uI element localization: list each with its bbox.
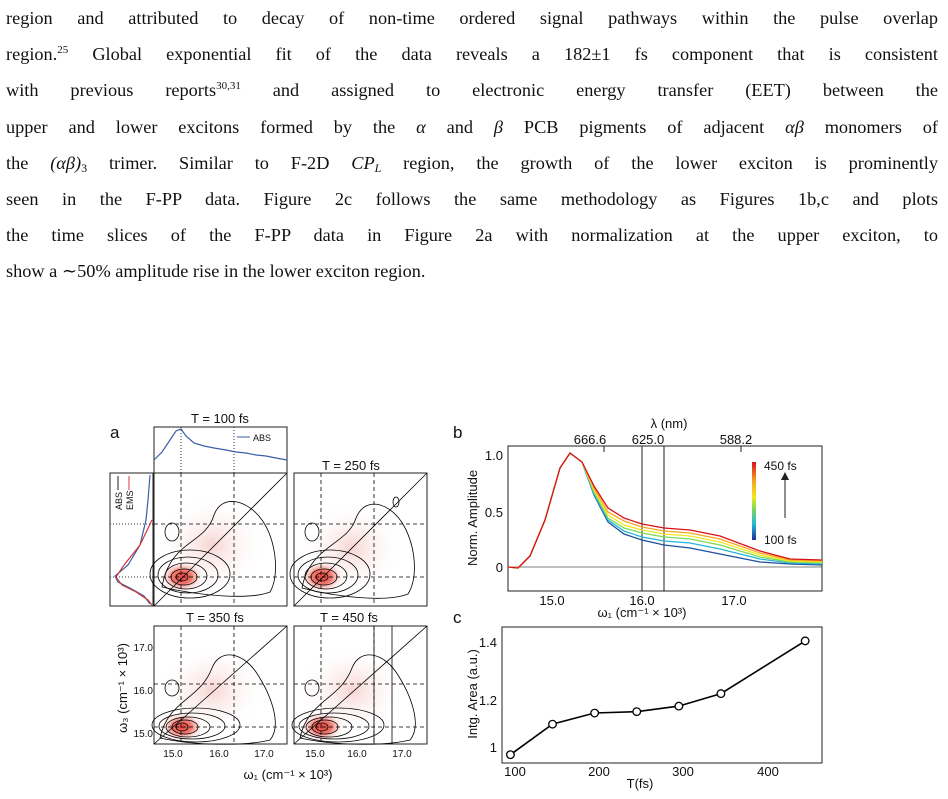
svg-text:EMS: EMS — [125, 490, 135, 510]
abs-spectrum-top: ABS — [153, 426, 288, 474]
b-top-tick: 625.0 — [632, 432, 665, 447]
svg-text:ABS: ABS — [253, 433, 271, 443]
c-xtick: 300 — [672, 764, 694, 779]
c-xtick: 100 — [504, 764, 526, 779]
c-ytick: 1 — [490, 740, 497, 755]
c-ylabel: Intg. Area (a.u.) — [465, 649, 480, 739]
b-top-axis-label: λ (nm) — [651, 416, 688, 431]
b-ytick: 1.0 — [485, 448, 503, 463]
text-line: the time slices of the F-PP data in Figu… — [6, 225, 938, 246]
a-xlabel: ω₁ (cm⁻¹ × 10³) — [244, 767, 333, 782]
panel-c-plot — [501, 626, 823, 764]
b-top-tick: 666.6 — [574, 432, 607, 447]
svg-text:ABS: ABS — [114, 492, 124, 510]
b-xtick: 15.0 — [539, 593, 564, 608]
data-point — [590, 708, 600, 718]
a-ylabel: ω₃ (cm⁻¹ × 10³) — [115, 643, 130, 733]
citation[interactable]: 25 — [57, 44, 69, 57]
a-xtick: 16.0 — [209, 749, 229, 760]
a-xtick: 15.0 — [305, 749, 325, 760]
data-point — [548, 719, 557, 729]
c-ytick: 1.4 — [479, 635, 497, 650]
spectrum-2d-t450 — [291, 625, 428, 745]
data-point — [505, 750, 515, 760]
panel-letter-c: c — [453, 608, 462, 627]
body-paragraph: region and attributed to decay of non-ti… — [6, 0, 938, 290]
colorbar-top-label: 450 fs — [764, 459, 797, 473]
spectrum-2d-t350 — [151, 625, 288, 745]
text-line: seen in the F-PP data. Figure 2c follows… — [6, 188, 938, 209]
text-line: the (αβ)3 trimer. Similar to F-2D CPL re… — [6, 152, 938, 175]
title-t350: T = 350 fs — [186, 610, 244, 625]
title-t250: T = 250 fs — [322, 458, 380, 473]
text-line: with previous reports30,31 and assigned … — [6, 80, 938, 101]
b-ytick: 0 — [496, 560, 503, 575]
data-point — [632, 707, 642, 717]
text-line: upper and lower excitons formed by the α… — [6, 116, 938, 137]
b-top-tick: 588.2 — [720, 432, 753, 447]
title-t450: T = 450 fs — [320, 610, 378, 625]
b-ylabel: Norm. Amplitude — [465, 470, 480, 566]
c-ytick: 1.2 — [479, 693, 497, 708]
b-xtick: 16.0 — [629, 593, 654, 608]
panel-letter-b: b — [453, 423, 462, 442]
c-xtick: 400 — [757, 764, 779, 779]
b-xlabel: ω₁ (cm⁻¹ × 10³) — [598, 605, 687, 620]
a-xtick: 15.0 — [163, 749, 183, 760]
text-line: show a ∼50% amplitude rise in the lower … — [6, 261, 426, 282]
panel-letter-a: a — [110, 423, 120, 442]
text-line: region and attributed to decay of non-ti… — [6, 8, 938, 28]
a-ytick: 16.0 — [134, 686, 154, 697]
a-ytick: 17.0 — [134, 643, 154, 654]
data-point — [800, 636, 810, 646]
a-xtick: 17.0 — [392, 749, 412, 760]
b-xtick: 17.0 — [721, 593, 746, 608]
abs-ems-side: ABS EMS — [109, 472, 154, 607]
panel-b-plot — [507, 445, 823, 592]
a-ytick: 15.0 — [134, 729, 154, 740]
c-xtick: 200 — [588, 764, 610, 779]
text-line: region.25 Global exponential fit of the … — [6, 44, 938, 65]
colorbar-bottom-label: 100 fs — [764, 533, 797, 547]
a-xtick: 17.0 — [254, 749, 274, 760]
a-xtick: 16.0 — [347, 749, 367, 760]
title-t100: T = 100 fs — [191, 411, 249, 426]
spectrum-2d-t100 — [149, 472, 288, 607]
spectrum-2d-t250 — [289, 472, 428, 607]
data-point — [716, 689, 726, 699]
data-point — [674, 701, 684, 711]
c-xlabel: T(fs) — [627, 776, 654, 791]
b-ytick: 0.5 — [485, 505, 503, 520]
citation[interactable]: 30,31 — [216, 80, 241, 93]
